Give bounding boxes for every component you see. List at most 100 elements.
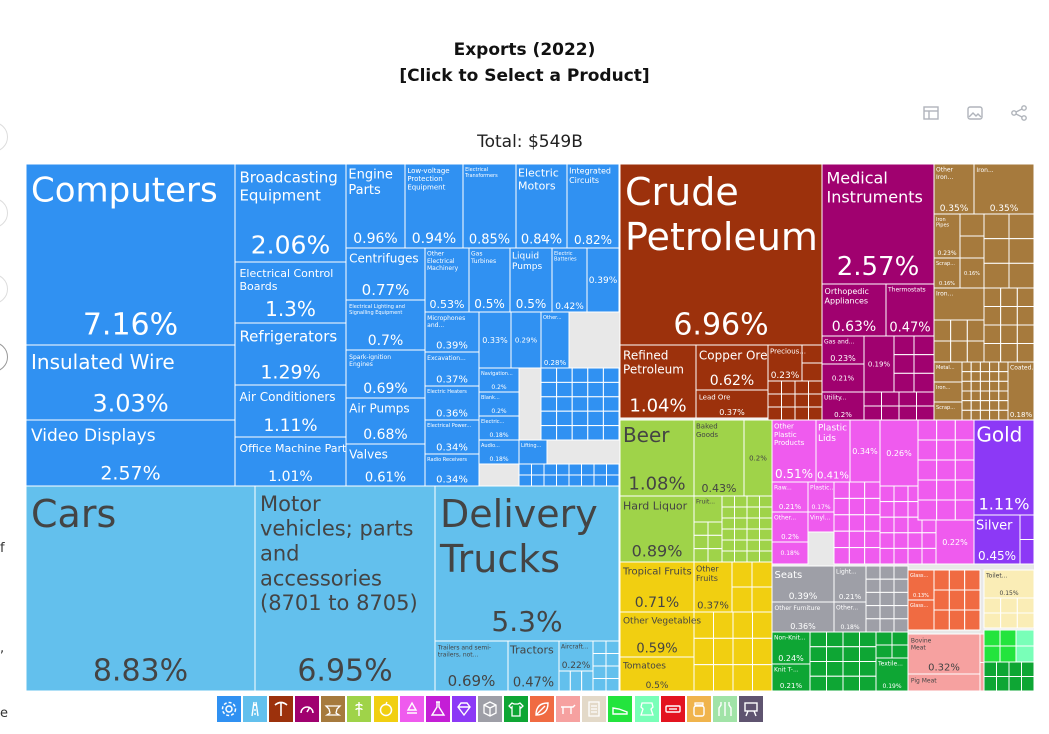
tile-silver[interactable]: Silver 0.45% [973, 514, 1021, 565]
tile-bovine-meat[interactable]: Bovine Meat 0.32% [907, 633, 981, 675]
tile-rect[interactable] [25, 163, 236, 346]
small-product-tile[interactable] [979, 633, 985, 663]
tile-spark-ignition-engines[interactable]: Spark-ignition Engines 0.69% [345, 349, 426, 399]
tile-other-vegetables[interactable]: Other Vegetables 0.59% [619, 611, 701, 658]
small-product-tile[interactable] [767, 393, 782, 408]
small-product-tile[interactable] [809, 675, 827, 692]
tile-delivery-trucks[interactable]: Delivery Trucks 5.3% [434, 485, 620, 642]
small-product-tile[interactable] [864, 547, 881, 565]
small-product-tile[interactable] [961, 380, 972, 392]
small-product-tile[interactable] [950, 340, 968, 363]
small-product-tile[interactable] [989, 380, 1000, 392]
tile-integrated-circuits[interactable]: Integrated Circuits 0.82% [566, 163, 620, 249]
small-product-tile[interactable] [540, 425, 558, 441]
small-product-tile[interactable] [891, 631, 909, 646]
small-product-tile[interactable] [948, 569, 966, 591]
small-product-tile[interactable] [898, 391, 917, 407]
tile-rect[interactable] [478, 311, 512, 369]
small-product-tile[interactable] [983, 287, 1002, 307]
small-product-tile[interactable] [961, 400, 972, 411]
small-product-tile[interactable] [734, 550, 748, 563]
small-product-tile[interactable] [917, 419, 938, 441]
small-product-tile[interactable] [916, 405, 935, 421]
small-product-tile[interactable] [826, 646, 844, 662]
small-product-tile[interactable] [983, 629, 1001, 647]
small-product-tile[interactable] [1008, 676, 1022, 692]
small-product-tile[interactable] [556, 474, 570, 487]
tile-copper-ore[interactable]: Copper Ore 0.62% [695, 344, 769, 391]
small-product-tile[interactable] [721, 528, 735, 541]
small-product-tile[interactable] [759, 539, 773, 552]
small-product-tile[interactable] [848, 481, 866, 499]
tile-rect[interactable] [815, 419, 851, 483]
tile-blank[interactable]: Blank... 0.2% [478, 391, 520, 417]
tile-coated[interactable]: Coated... 0.18% [1007, 361, 1037, 421]
tile-rect[interactable] [973, 163, 1035, 215]
small-product-tile[interactable] [879, 591, 895, 607]
tile-rect[interactable] [586, 247, 620, 313]
small-product-tile[interactable] [865, 565, 881, 580]
small-product-tile[interactable] [979, 380, 991, 392]
tile-rect[interactable] [551, 247, 588, 313]
small-product-tile[interactable] [999, 645, 1017, 663]
tile-rect[interactable] [907, 599, 935, 631]
tile-rect[interactable] [885, 283, 935, 337]
small-product-tile[interactable] [759, 495, 773, 508]
tile-rect[interactable] [234, 261, 347, 324]
small-product-tile[interactable] [842, 631, 860, 648]
small-product-tile[interactable] [531, 474, 545, 487]
small-product-tile[interactable] [587, 396, 604, 412]
machines-category-icon[interactable] [217, 696, 241, 722]
small-product-tile[interactable] [893, 565, 909, 580]
tile-pig-meat[interactable]: Pig Meat [907, 673, 981, 692]
tile-plastic[interactable]: Plastic... 0.17% [807, 481, 835, 513]
tile-precious[interactable]: Precious... 0.23% [767, 344, 806, 382]
small-product-tile[interactable] [933, 609, 950, 631]
small-product-tile[interactable] [865, 578, 881, 593]
tile-microphones-and[interactable]: Microphones and... 0.39% [424, 311, 480, 353]
small-product-tile[interactable] [863, 405, 882, 421]
small-product-tile[interactable] [721, 550, 735, 563]
small-product-tile[interactable] [531, 463, 545, 476]
small-product-tile[interactable] [571, 367, 589, 383]
tile-rect[interactable] [695, 344, 769, 391]
small-product-tile[interactable] [746, 528, 760, 541]
tile-other[interactable]: Other... 0.18% [833, 601, 867, 633]
small-product-tile[interactable] [587, 410, 604, 427]
small-product-tile[interactable] [966, 319, 985, 342]
tile-rect[interactable] [771, 663, 811, 692]
small-product-tile[interactable] [983, 324, 1002, 344]
small-product-tile[interactable] [893, 372, 915, 393]
tile-rect[interactable] [849, 419, 881, 483]
small-product-tile[interactable] [996, 676, 1010, 692]
small-product-tile[interactable] [989, 409, 1000, 421]
small-product-tile[interactable] [979, 361, 991, 373]
small-product-tile[interactable] [605, 640, 620, 654]
small-product-tile[interactable] [1000, 343, 1018, 363]
small-product-tile[interactable] [1019, 539, 1035, 565]
small-product-tile[interactable] [746, 506, 760, 519]
small-product-tile[interactable] [964, 589, 981, 611]
small-product-tile[interactable] [1021, 661, 1035, 677]
precious-metals-category-icon[interactable] [451, 696, 476, 722]
small-product-tile[interactable] [936, 439, 956, 461]
tile-orthopedic-appliances[interactable]: Orthopedic Appliances 0.63% [821, 283, 887, 337]
small-product-tile[interactable] [767, 406, 782, 421]
small-product-tile[interactable] [602, 367, 620, 383]
small-product-tile[interactable] [917, 439, 938, 461]
small-product-tile[interactable] [948, 609, 966, 631]
small-product-tile[interactable] [592, 665, 607, 679]
small-product-tile[interactable] [543, 463, 557, 476]
small-product-tile[interactable] [781, 406, 796, 421]
small-product-tile[interactable] [842, 661, 860, 677]
small-product-tile[interactable] [979, 409, 991, 421]
tile-rect[interactable] [619, 344, 697, 419]
tile-rect[interactable] [424, 453, 480, 487]
small-product-tile[interactable] [983, 661, 997, 677]
tile-rect[interactable] [478, 367, 520, 393]
small-product-tile[interactable] [950, 319, 968, 342]
small-product-tile[interactable] [970, 390, 981, 402]
small-product-tile[interactable] [833, 547, 850, 565]
tile-valves[interactable]: Valves 0.61% [345, 443, 426, 487]
tile-rect[interactable] [833, 565, 867, 603]
